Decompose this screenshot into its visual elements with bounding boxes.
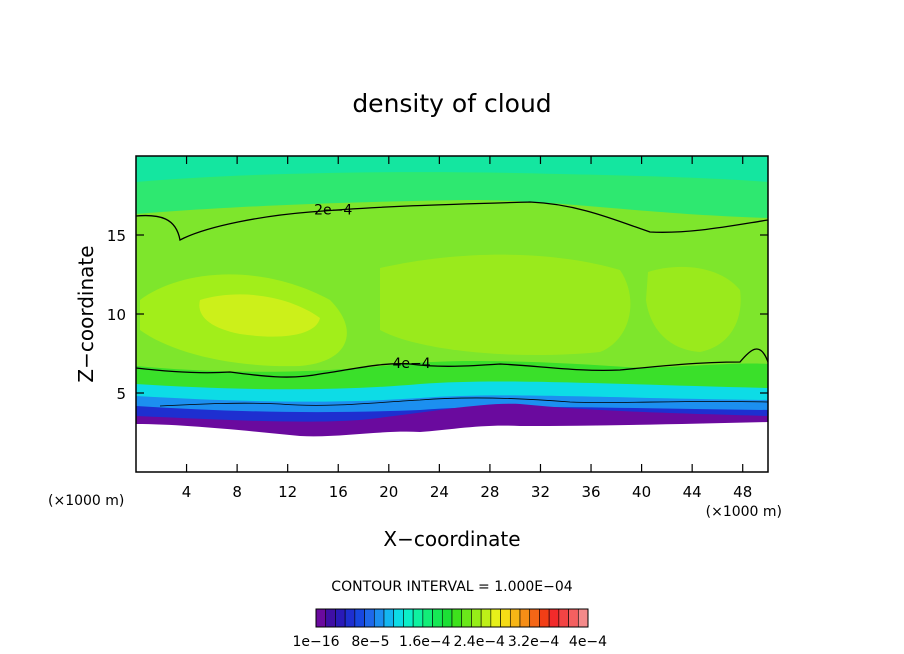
- colorbar-swatch: [441, 608, 453, 628]
- contour-field: [136, 156, 768, 472]
- x-tick-label: 36: [581, 483, 600, 501]
- colorbar-swatch: [364, 608, 375, 628]
- colorbar-tick-label: 1.6e−4: [399, 634, 451, 650]
- colorbar-swatch: [529, 608, 540, 628]
- colorbar-swatch: [539, 608, 550, 628]
- contour-line-2e-4: [136, 201, 768, 241]
- colorbar-swatch: [461, 608, 472, 628]
- contour-label: 4e−4: [392, 356, 430, 372]
- x-axis-label: X−coordinate: [383, 527, 520, 551]
- colorbar-swatch: [500, 608, 511, 628]
- colorbar-swatch: [509, 608, 521, 628]
- colorbar-swatch: [315, 608, 327, 628]
- y-unit-label: (×1000 m): [48, 493, 124, 509]
- colorbar-swatch: [519, 608, 531, 628]
- colorbar-swatch: [480, 608, 492, 628]
- colorbar-swatch: [471, 608, 482, 628]
- x-unit-label: (×1000 m): [706, 504, 782, 520]
- y-tick-label: 15: [107, 227, 126, 245]
- y-tick-label: 5: [116, 385, 126, 403]
- colorbar-tick-label: 8e−5: [351, 634, 389, 650]
- colorbar-swatch: [422, 608, 433, 628]
- colorbar-swatch: [577, 608, 589, 628]
- colorbar-swatch: [558, 608, 569, 628]
- contour-line-4e-4: [136, 348, 768, 378]
- colorbar-swatch: [568, 608, 579, 628]
- colorbar-swatch: [432, 608, 443, 628]
- colorbar-swatch: [451, 608, 463, 628]
- colorbar: 1e−16 8e−5 1.6e−4 2.4e−4 3.2e−4 4e−4: [292, 608, 607, 650]
- x-tick-label: 20: [379, 483, 398, 501]
- colorbar-swatch: [354, 608, 365, 628]
- x-tick-label: 44: [683, 483, 702, 501]
- y-axis: 5 10 15: [107, 227, 768, 403]
- band-bright-2: [380, 254, 631, 356]
- x-tick-label: 24: [430, 483, 449, 501]
- colorbar-frame: [315, 608, 589, 628]
- cloud-base-clear-air: [136, 422, 768, 472]
- x-tick-label: 32: [531, 483, 550, 501]
- contour-interval-text: CONTOUR INTERVAL = 1.000E−04: [331, 579, 572, 595]
- chart-title: density of cloud: [352, 89, 551, 118]
- colorbar-tick-label: 4e−4: [569, 634, 607, 650]
- contour-line-lower: [159, 397, 768, 407]
- x-tick-label: 12: [278, 483, 297, 501]
- colorbar-swatch: [344, 608, 356, 628]
- band-bright-3: [646, 266, 741, 352]
- x-tick-label: 48: [733, 483, 752, 501]
- x-tick-label: 40: [632, 483, 651, 501]
- colorbar-swatch: [335, 608, 346, 628]
- x-tick-label: 28: [480, 483, 499, 501]
- colorbar-tick-label: 2.4e−4: [453, 634, 505, 650]
- colorbar-swatch: [325, 608, 336, 628]
- colorbar-tick-label: 3.2e−4: [508, 634, 560, 650]
- colorbar-swatch: [412, 608, 424, 628]
- colorbar-tick-label: 1e−16: [292, 634, 339, 650]
- x-axis: 4 8 12 16 20 24 28 32 36 40 44 48: [182, 156, 752, 501]
- band-yellow-core: [199, 294, 320, 337]
- x-tick-label: 8: [232, 483, 242, 501]
- x-tick-label: 16: [329, 483, 348, 501]
- x-tick-label: 4: [182, 483, 192, 501]
- colorbar-swatch: [373, 608, 385, 628]
- colorbar-swatch: [548, 608, 560, 628]
- colorbar-swatch: [490, 608, 501, 628]
- colorbar-swatch: [393, 608, 404, 628]
- y-tick-label: 10: [107, 306, 126, 324]
- y-axis-label: Z−coordinate: [74, 245, 98, 382]
- contour-label: 2e−4: [314, 203, 352, 219]
- colorbar-swatch: [383, 608, 395, 628]
- colorbar-swatch: [403, 608, 414, 628]
- contour-labels: 2e−4 4e−4: [314, 203, 431, 372]
